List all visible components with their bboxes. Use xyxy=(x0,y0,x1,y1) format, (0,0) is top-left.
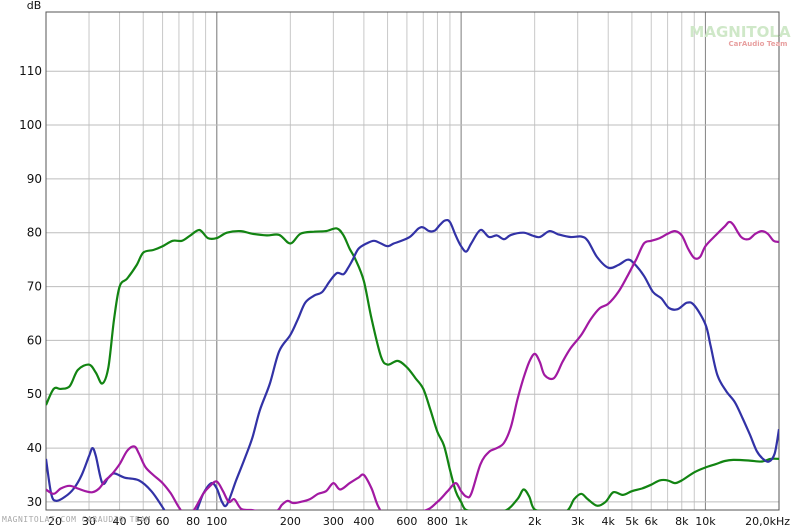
y-tick-label: 70 xyxy=(27,280,42,294)
x-tick-label: 60 xyxy=(156,515,170,528)
y-tick-label: 30 xyxy=(27,495,42,509)
watermark-subtitle: CarAudio Team xyxy=(729,40,788,48)
y-tick-label: 80 xyxy=(27,226,42,240)
x-tick-label: 4k xyxy=(602,515,616,528)
x-tick-label: 200 xyxy=(280,515,301,528)
x-tick-label: 1k xyxy=(454,515,468,528)
x-axis-ticks: 20 30 40 50 60 80 100 200 300 400 600 800 1k 2k 3k 4k 5k… xyxy=(48,515,790,528)
y-tick-label: 40 xyxy=(27,441,42,455)
y-tick-label: 110 xyxy=(19,64,42,78)
series-layer xyxy=(46,218,779,510)
y-tick-label: 50 xyxy=(27,387,42,401)
y-tick-label: 60 xyxy=(27,333,42,347)
y-tick-label: 100 xyxy=(19,118,42,132)
y-axis-ticks: 30 40 50 60 70 80 90 100 110 xyxy=(19,64,42,509)
x-tick-label: 2k xyxy=(528,515,542,528)
x-tick-label: 10k xyxy=(695,515,716,528)
x-tick-label: 8k xyxy=(675,515,689,528)
y-tick-label: 90 xyxy=(27,172,42,186)
x-tick-label: 50 xyxy=(136,515,150,528)
x-tick-label: 40 xyxy=(113,515,127,528)
x-tick-label: 30 xyxy=(82,515,96,528)
watermark-logo: MAGNITOLA CarAudio Team xyxy=(689,23,791,48)
x-tick-label: 600 xyxy=(396,515,417,528)
x-tick-label: 3k xyxy=(571,515,585,528)
x-tick-label: 100 xyxy=(206,515,227,528)
major-grid xyxy=(46,12,779,510)
series-line-1 xyxy=(46,227,779,510)
x-tick-label: 800 xyxy=(427,515,448,528)
plot-frame xyxy=(45,11,780,511)
x-tick-label: 20,0kHz xyxy=(745,515,790,528)
series-line-3 xyxy=(46,220,779,510)
x-tick-label: 20 xyxy=(48,515,62,528)
y-axis-unit: dB xyxy=(27,0,42,12)
footer-watermark: MAGNITOLAT.COM CARAUDIO TEAM xyxy=(2,515,151,524)
x-tick-label: 80 xyxy=(186,515,200,528)
series-line-2 xyxy=(46,218,779,510)
x-tick-label: 6k xyxy=(645,515,659,528)
x-tick-label: 300 xyxy=(323,515,344,528)
x-tick-label: 5k xyxy=(625,515,639,528)
watermark-brand: MAGNITOLA xyxy=(689,23,791,41)
x-tick-label: 400 xyxy=(353,515,374,528)
